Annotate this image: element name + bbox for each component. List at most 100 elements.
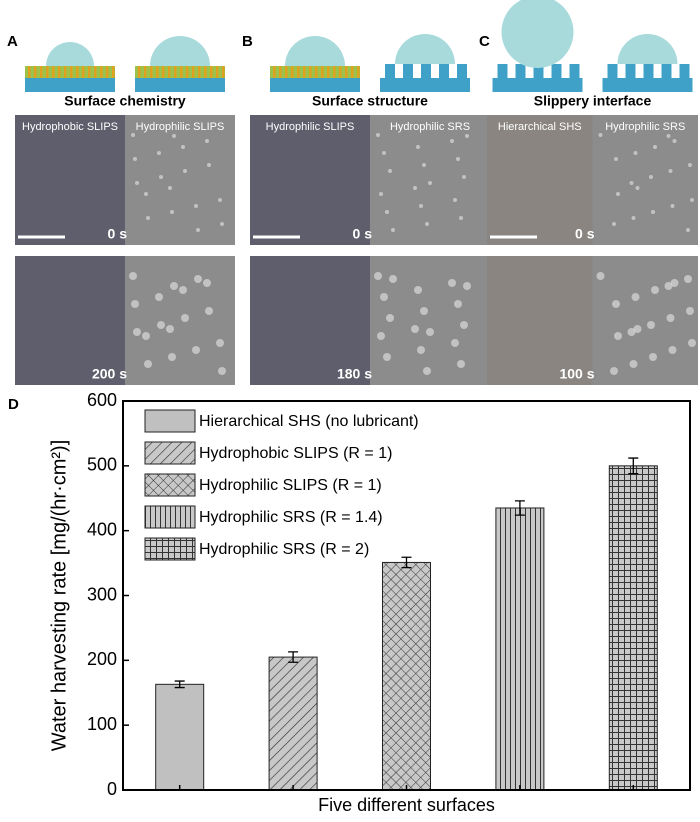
post xyxy=(180,66,183,78)
drop-speck xyxy=(670,204,675,208)
drop-speck xyxy=(598,133,603,137)
drop-speck xyxy=(425,222,429,226)
drop-speck xyxy=(172,134,176,138)
y-tick-label: 300 xyxy=(87,584,117,604)
post xyxy=(291,66,294,78)
drop-speck xyxy=(629,360,638,368)
drop-speck xyxy=(422,163,426,167)
drop-speck xyxy=(168,353,176,361)
drop-speck xyxy=(157,151,161,155)
bar xyxy=(268,656,318,791)
legend-swatch xyxy=(144,473,196,497)
drop-speck xyxy=(420,307,428,315)
post xyxy=(345,66,348,78)
drop-speck xyxy=(666,314,675,322)
legend-swatch xyxy=(144,537,196,561)
droplet xyxy=(395,34,455,64)
error-bar xyxy=(514,500,525,516)
drop-speck xyxy=(196,228,200,232)
drop-speck xyxy=(377,332,385,340)
photo-left xyxy=(487,115,593,245)
drop-speck xyxy=(129,272,137,280)
drop-speck xyxy=(686,307,694,315)
photo-label: Hydrophilic SLIPS xyxy=(136,121,225,133)
top-panels: A Surface chemistry Hydrophobic SLIPS Hydro… xyxy=(7,0,698,385)
post xyxy=(40,66,43,78)
legend-label: Hydrophilic SRS (R = 2) xyxy=(199,541,369,558)
drop-speck xyxy=(416,145,420,149)
drop-speck xyxy=(374,272,382,280)
post xyxy=(70,66,73,78)
droplet xyxy=(150,36,210,66)
photo-label: Hydrophobic SLIPS xyxy=(22,121,118,133)
panel-label: A xyxy=(7,33,18,50)
post xyxy=(403,64,413,78)
drop-speck xyxy=(653,145,657,149)
drop-speck xyxy=(631,216,636,220)
drop-speck xyxy=(170,282,178,290)
post xyxy=(515,64,526,78)
drop-speck xyxy=(610,367,618,375)
bar xyxy=(155,683,205,791)
panel-label: B xyxy=(242,33,253,50)
post xyxy=(533,64,544,78)
droplet xyxy=(501,0,574,68)
panel-title: Surface structure xyxy=(312,93,428,109)
drop-speck xyxy=(651,210,655,214)
post xyxy=(661,64,672,78)
post xyxy=(204,66,207,78)
drop-speck xyxy=(205,307,213,315)
drop-speck xyxy=(649,353,657,361)
drop-speck xyxy=(383,353,391,361)
photo-left xyxy=(15,256,125,385)
drop-speck xyxy=(391,228,395,232)
post xyxy=(216,66,219,78)
post xyxy=(106,66,109,78)
drop-speck xyxy=(635,186,640,190)
post xyxy=(551,64,562,78)
drop-speck xyxy=(417,346,425,354)
post xyxy=(385,64,395,78)
drop-speck xyxy=(614,332,622,340)
post xyxy=(150,66,153,78)
bar-chart: D 0 100 200 300 400 500 600 Water harvesting rat… xyxy=(8,390,691,815)
plot-frame xyxy=(122,400,691,791)
error-bar xyxy=(628,457,639,475)
drop-speck xyxy=(379,192,383,196)
post xyxy=(625,64,636,78)
y-tick-label: 400 xyxy=(87,519,117,539)
substrate xyxy=(380,78,470,92)
drop-speck xyxy=(690,198,694,202)
drop-speck xyxy=(448,279,456,287)
x-axis-label: Five different surfaces xyxy=(318,795,495,815)
drop-speck xyxy=(389,275,397,283)
post xyxy=(88,66,91,78)
drop-speck xyxy=(157,321,165,329)
legend-swatch xyxy=(144,505,196,529)
substrate xyxy=(270,78,360,92)
drop-speck xyxy=(612,300,620,308)
drop-speck xyxy=(133,157,137,161)
post xyxy=(339,66,342,78)
post xyxy=(315,66,318,78)
substrate xyxy=(492,78,583,92)
post xyxy=(82,66,85,78)
post xyxy=(64,66,67,78)
post xyxy=(643,64,654,78)
drop-speck xyxy=(380,293,388,301)
post xyxy=(421,64,431,78)
drop-speck xyxy=(423,367,431,375)
post xyxy=(222,66,225,78)
photo-left xyxy=(487,256,593,385)
drop-speck xyxy=(428,181,432,185)
drop-speck xyxy=(616,192,620,196)
substrate xyxy=(25,78,115,92)
photo-label: Hydrophilic SRS xyxy=(605,121,685,133)
drop-speck xyxy=(688,339,696,347)
drop-speck xyxy=(631,293,640,301)
time-label: 0 s xyxy=(575,226,595,242)
panel-title: Slippery interface xyxy=(534,93,652,109)
drop-speck xyxy=(207,163,211,167)
drop-speck xyxy=(194,204,198,208)
